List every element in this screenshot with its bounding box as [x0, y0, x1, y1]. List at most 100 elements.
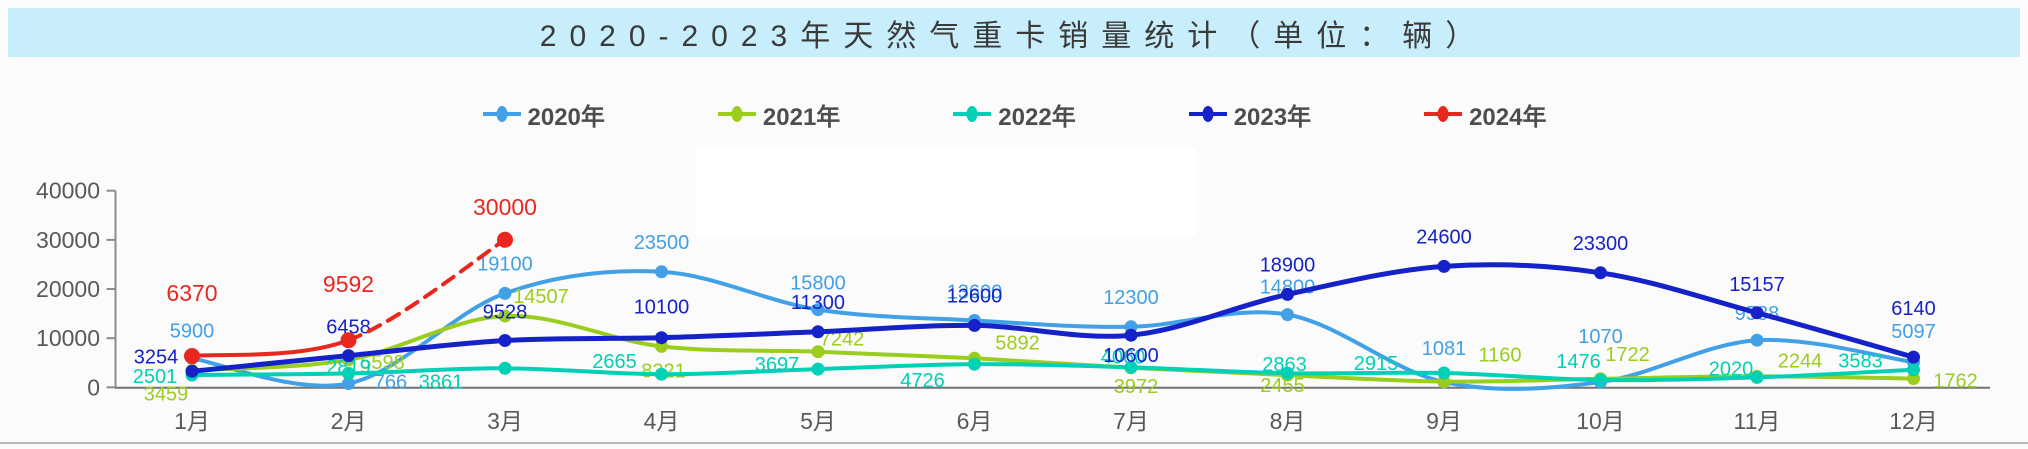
data-point-2020年-3月[interactable]: [498, 286, 512, 300]
data-label-2024年-3月: 30000: [473, 194, 537, 220]
data-point-2022年-6月[interactable]: [968, 357, 981, 371]
data-label-2023年-11月: 15157: [1729, 274, 1785, 296]
data-label-2022年-4月: 2665: [592, 351, 637, 373]
x-axis-label: 8月: [1270, 408, 1306, 434]
data-label-2022年-7月: 4060: [1101, 346, 1146, 368]
x-axis-label: 11月: [1734, 408, 1781, 434]
data-point-2022年-11月[interactable]: [1750, 370, 1764, 384]
data-point-2020年-11月[interactable]: [1750, 333, 1764, 347]
legend-line-marker-icon: [482, 106, 521, 122]
data-point-2022年-10月[interactable]: [1594, 373, 1607, 387]
legend-item-2023年[interactable]: 2023年: [1188, 97, 1311, 132]
data-label-2021年-3月: 14507: [513, 286, 569, 308]
data-point-2023年-12月[interactable]: [1907, 350, 1920, 364]
data-point-2020年-2月[interactable]: [342, 377, 355, 390]
legend-line-marker-icon: [717, 106, 756, 122]
legend-label: 2022年: [998, 103, 1076, 131]
x-axis-label: 12月: [1889, 408, 1938, 434]
data-point-2024年-3月[interactable]: [497, 231, 513, 248]
data-label-2023年-2月: 6458: [326, 317, 371, 339]
data-point-2023年-4月[interactable]: [655, 331, 668, 345]
data-point-2023年-11月[interactable]: [1750, 306, 1764, 320]
data-point-2022年-5月[interactable]: [811, 362, 825, 376]
data-point-2023年-5月[interactable]: [811, 325, 825, 339]
data-label-2024年-1月: 6370: [166, 280, 217, 306]
y-axis-tick-label: 10000: [36, 325, 100, 351]
data-label-2021年-6月: 5892: [995, 332, 1040, 354]
data-point-2021年-5月[interactable]: [811, 345, 825, 359]
data-label-2024年-2月: 9592: [323, 271, 374, 297]
data-point-2022年-8月[interactable]: [1281, 366, 1294, 380]
chart-title-band: 2020-2023年天然气重卡销量统计（单位：辆）: [8, 8, 2020, 57]
data-label-2020年-10月: 1070: [1578, 326, 1623, 348]
data-point-2020年-4月[interactable]: [655, 265, 668, 279]
legend-label: 2020年: [527, 103, 605, 131]
x-axis-label: 5月: [800, 408, 836, 434]
series-line-2023年: [189, 262, 1916, 374]
data-point-2024年-2月[interactable]: [340, 332, 357, 349]
data-label-2022年-1月: 2501: [133, 366, 178, 388]
data-point-2021年-3月[interactable]: [498, 309, 512, 323]
data-label-2023年-7月: 10600: [1103, 345, 1159, 367]
data-label-2022年-2月: 2819: [326, 356, 371, 378]
data-label-2020年-1月: 5900: [170, 320, 215, 342]
data-label-2020年-2月: 766: [374, 372, 407, 394]
legend-line-marker-icon: [1188, 106, 1227, 122]
chart-title: 2020-2023年天然气重卡销量统计（单位：辆）: [539, 19, 1489, 53]
data-point-2022年-4月[interactable]: [655, 367, 668, 381]
data-label-2020年-12月: 5097: [1891, 321, 1936, 343]
data-point-2022年-7月[interactable]: [1124, 360, 1138, 374]
data-point-2023年-9月[interactable]: [1437, 259, 1451, 273]
data-label-2023年-6月: 12600: [947, 285, 1003, 307]
data-label-2021年-11月: 2244: [1778, 350, 1823, 372]
data-point-2020年-8月[interactable]: [1281, 308, 1294, 322]
legend-item-2024年[interactable]: 2024年: [1423, 97, 1546, 132]
data-label-2021年-9月: 1160: [1478, 345, 1521, 367]
data-label-2021年-8月: 2455: [1260, 375, 1305, 397]
data-point-2022年-9月[interactable]: [1437, 366, 1451, 380]
legend-line-marker-icon: [1424, 106, 1463, 122]
legend-item-2020年[interactable]: 2020年: [482, 97, 605, 132]
data-label-2021年-7月: 3972: [1114, 376, 1159, 398]
data-label-2022年-12月: 3583: [1838, 351, 1883, 373]
x-axis-label: 3月: [487, 408, 523, 434]
x-axis-label: 1月: [174, 408, 210, 434]
data-label-2020年-4月: 23500: [634, 232, 690, 254]
data-point-2021年-12月[interactable]: [1907, 372, 1920, 386]
data-label-2023年-8月: 18900: [1260, 254, 1316, 276]
y-axis-tick-label: 0: [87, 374, 100, 400]
x-axis-label: 4月: [644, 408, 680, 434]
data-label-2022年-8月: 2863: [1262, 354, 1307, 376]
series-line-dashed-2024年: [346, 237, 507, 343]
x-axis-label: 10月: [1576, 408, 1625, 434]
data-label-2022年-6月: 4726: [900, 370, 945, 392]
data-point-2020年-5月[interactable]: [811, 303, 825, 317]
data-label-2021年-1月: 3459: [144, 383, 189, 405]
y-axis-tick-label: 40000: [36, 178, 100, 204]
data-label-2021年-5月: 7242: [820, 329, 865, 351]
data-point-2023年-6月[interactable]: [968, 318, 981, 332]
data-point-2022年-12月[interactable]: [1907, 363, 1920, 377]
data-point-2023年-8月[interactable]: [1281, 287, 1294, 301]
data-label-2020年-3月: 19100: [477, 253, 533, 275]
data-label-2022年-5月: 3697: [755, 354, 800, 376]
data-label-2022年-10月: 1476: [1556, 351, 1601, 373]
data-point-2023年-1月[interactable]: [185, 364, 199, 378]
data-label-2023年-5月: 11300: [791, 292, 845, 314]
data-point-2023年-7月[interactable]: [1124, 328, 1138, 342]
data-label-2020年-9月: 1081: [1422, 338, 1467, 360]
data-point-2024年-1月[interactable]: [184, 348, 200, 364]
chart-legend: 2020年 2021年 2022年 2023年 2024年: [0, 97, 2028, 132]
data-label-2023年-1月: 3254: [134, 346, 179, 368]
watermark-patch: [696, 148, 1196, 236]
data-point-2023年-10月[interactable]: [1594, 266, 1607, 280]
data-label-2021年-10月: 1722: [1605, 344, 1650, 366]
x-axis-label: 9月: [1426, 408, 1462, 434]
legend-line-marker-icon: [953, 106, 992, 122]
data-point-2022年-3月[interactable]: [498, 361, 512, 375]
legend-item-2021年[interactable]: 2021年: [717, 97, 840, 132]
legend-item-2022年[interactable]: 2022年: [952, 97, 1076, 132]
data-point-2023年-3月[interactable]: [498, 334, 512, 347]
data-point-2023年-2月[interactable]: [342, 349, 355, 363]
data-point-2022年-2月[interactable]: [342, 366, 355, 380]
